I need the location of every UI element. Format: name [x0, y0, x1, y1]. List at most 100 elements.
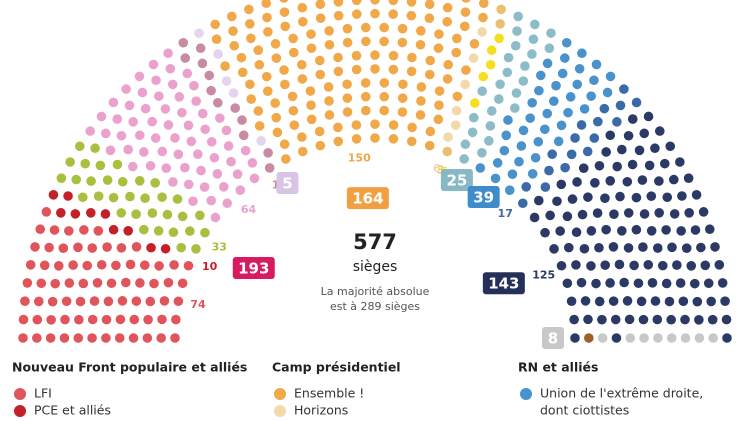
seat: [131, 296, 142, 306]
seat: [297, 146, 308, 157]
seat: [397, 23, 408, 34]
seat: [416, 82, 427, 92]
seat: [511, 88, 522, 98]
seat: [379, 105, 389, 116]
group-box: [276, 172, 299, 195]
seat: [177, 211, 188, 222]
seat: [652, 243, 663, 253]
seat: [125, 191, 135, 202]
seat: [560, 162, 570, 173]
seat: [183, 260, 194, 271]
seat: [156, 333, 166, 343]
seat: [237, 115, 247, 125]
seat: [694, 315, 704, 325]
seat: [477, 86, 488, 96]
seat: [692, 296, 703, 307]
legend-item: Ensemble !: [294, 386, 364, 401]
seat: [238, 130, 249, 141]
seat: [637, 175, 648, 185]
seat: [160, 243, 171, 254]
seat: [451, 105, 462, 116]
seat: [424, 69, 435, 80]
seat: [623, 243, 634, 253]
seat: [602, 87, 613, 98]
seat: [636, 296, 647, 307]
seat: [552, 196, 562, 207]
seat: [625, 333, 636, 343]
seat: [406, 136, 417, 147]
seat: [675, 157, 685, 167]
seat: [177, 107, 187, 118]
seat: [518, 125, 529, 136]
seat: [572, 177, 582, 187]
seat: [510, 103, 520, 113]
seat: [173, 149, 184, 160]
seat: [82, 260, 93, 271]
seat: [25, 260, 36, 270]
seat-segment: [442, 4, 506, 157]
seat: [683, 173, 694, 183]
seat: [666, 333, 677, 343]
seat: [145, 296, 156, 307]
seat: [684, 208, 694, 218]
seat: [520, 61, 530, 71]
seat: [180, 53, 191, 63]
segment-label: 64: [241, 203, 257, 216]
seat: [622, 176, 633, 187]
seat: [633, 278, 644, 289]
seat: [168, 177, 178, 187]
seat: [50, 278, 61, 289]
seat: [263, 148, 273, 158]
seat: [424, 13, 435, 24]
seat: [589, 133, 600, 143]
seat: [63, 191, 73, 201]
seat: [32, 314, 43, 325]
group-box: [542, 327, 564, 349]
seat: [157, 146, 168, 157]
seat: [597, 333, 608, 343]
seat: [659, 158, 670, 169]
seat: [623, 130, 634, 141]
seat: [324, 110, 335, 120]
seat-segment: [529, 111, 732, 343]
seat: [563, 107, 573, 118]
seat: [102, 242, 112, 252]
seat: [424, 0, 435, 10]
seat: [461, 0, 471, 3]
seat: [106, 278, 117, 289]
seat: [425, 55, 435, 66]
seat: [594, 160, 605, 171]
seat: [565, 92, 576, 102]
seat: [34, 296, 44, 307]
seat: [236, 52, 247, 63]
seat: [271, 112, 282, 123]
seat: [407, 122, 417, 133]
seat: [700, 260, 711, 271]
seat: [572, 79, 583, 90]
seat: [650, 143, 660, 154]
seat: [186, 136, 197, 147]
seat: [594, 242, 604, 253]
legend-title: RN et alliés: [518, 360, 598, 375]
seat: [654, 126, 665, 136]
seat: [460, 7, 471, 17]
seat: [639, 209, 650, 219]
seat: [213, 97, 223, 108]
seat: [333, 52, 343, 63]
seat: [388, 64, 399, 75]
seat: [646, 226, 657, 236]
seat: [720, 296, 730, 307]
seat: [288, 105, 299, 116]
group-total: 143: [488, 275, 519, 293]
seat: [80, 158, 91, 169]
seat: [570, 133, 580, 143]
seat-segment: [48, 190, 171, 254]
seat: [629, 260, 639, 271]
seat: [503, 115, 513, 125]
seat: [56, 208, 66, 218]
seat: [288, 47, 299, 58]
seat: [434, 86, 445, 96]
seat: [442, 2, 453, 13]
seat: [351, 134, 362, 144]
seat: [460, 139, 471, 150]
